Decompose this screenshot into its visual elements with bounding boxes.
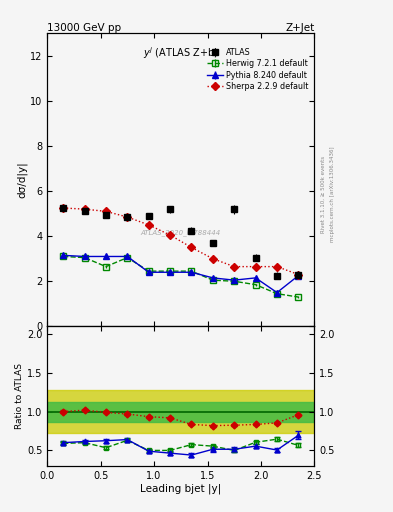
Text: mcplots.cern.ch [arXiv:1306.3436]: mcplots.cern.ch [arXiv:1306.3436] [330,147,335,242]
Text: ATLAS_2020_I1788444: ATLAS_2020_I1788444 [141,229,221,236]
Text: 13000 GeV pp: 13000 GeV pp [47,23,121,32]
Y-axis label: dσ/d|y|: dσ/d|y| [17,161,27,198]
Legend: ATLAS, Herwig 7.2.1 default, Pythia 8.240 default, Sherpa 2.2.9 default: ATLAS, Herwig 7.2.1 default, Pythia 8.24… [206,46,310,93]
Text: Rivet 3.1.10, ≥ 500k events: Rivet 3.1.10, ≥ 500k events [320,156,325,233]
Y-axis label: Ratio to ATLAS: Ratio to ATLAS [15,363,24,429]
Bar [47,390,314,433]
X-axis label: Leading bjet |y|: Leading bjet |y| [140,483,221,494]
Text: $y^{j}$ (ATLAS Z+b): $y^{j}$ (ATLAS Z+b) [143,45,219,61]
Text: Z+Jet: Z+Jet [285,23,314,32]
Bar [47,401,314,422]
